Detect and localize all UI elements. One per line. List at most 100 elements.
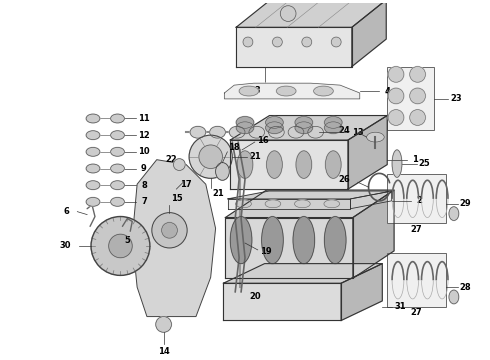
Text: 11: 11 [138, 114, 150, 123]
Text: 3: 3 [255, 86, 261, 95]
Ellipse shape [239, 86, 259, 96]
Ellipse shape [86, 197, 100, 206]
Ellipse shape [230, 217, 252, 264]
Ellipse shape [392, 150, 402, 177]
Text: 15: 15 [172, 194, 183, 203]
Circle shape [243, 37, 253, 47]
Ellipse shape [269, 126, 284, 138]
Circle shape [199, 145, 222, 168]
Polygon shape [225, 217, 353, 278]
Ellipse shape [86, 114, 100, 123]
Polygon shape [352, 0, 386, 67]
Circle shape [109, 234, 132, 258]
Circle shape [91, 217, 150, 275]
Polygon shape [236, 27, 352, 67]
Ellipse shape [388, 110, 404, 125]
Text: 2: 2 [416, 196, 422, 205]
Ellipse shape [410, 88, 425, 104]
Ellipse shape [324, 122, 342, 134]
Bar [387, 174, 446, 224]
Polygon shape [224, 83, 360, 99]
Text: 21: 21 [213, 189, 224, 198]
Polygon shape [228, 191, 392, 199]
Ellipse shape [314, 86, 333, 96]
Ellipse shape [265, 200, 281, 208]
Text: 27: 27 [411, 308, 422, 317]
Text: 29: 29 [460, 199, 471, 208]
Text: 26: 26 [338, 175, 350, 184]
Ellipse shape [295, 117, 313, 128]
Ellipse shape [295, 122, 313, 134]
Ellipse shape [266, 122, 283, 134]
Circle shape [331, 37, 341, 47]
Text: 13: 13 [352, 128, 364, 137]
Circle shape [152, 213, 187, 248]
Ellipse shape [325, 151, 341, 178]
Ellipse shape [388, 88, 404, 104]
Ellipse shape [276, 86, 296, 96]
Ellipse shape [388, 67, 404, 82]
Circle shape [272, 37, 282, 47]
Text: 12: 12 [138, 131, 150, 140]
Text: 23: 23 [450, 94, 462, 103]
Polygon shape [350, 191, 392, 209]
Polygon shape [353, 190, 394, 278]
Ellipse shape [266, 117, 283, 128]
Ellipse shape [410, 110, 425, 125]
Text: 17: 17 [180, 180, 192, 189]
Text: 27: 27 [411, 225, 422, 234]
Ellipse shape [190, 126, 206, 138]
Ellipse shape [86, 164, 100, 173]
Ellipse shape [236, 200, 251, 208]
Ellipse shape [236, 117, 254, 128]
Bar [387, 253, 446, 307]
Polygon shape [223, 283, 341, 320]
Text: 30: 30 [60, 242, 72, 251]
Text: 16: 16 [257, 136, 269, 145]
Polygon shape [223, 264, 382, 283]
Bar [387, 67, 434, 130]
Circle shape [280, 6, 296, 21]
Ellipse shape [86, 131, 100, 140]
Ellipse shape [229, 126, 245, 138]
Text: 31: 31 [394, 302, 406, 311]
Text: 20: 20 [249, 292, 261, 301]
Text: 14: 14 [158, 347, 170, 356]
Circle shape [189, 135, 232, 178]
Ellipse shape [111, 147, 124, 156]
Ellipse shape [293, 217, 315, 264]
Ellipse shape [236, 122, 254, 134]
Text: 8: 8 [141, 181, 147, 190]
Ellipse shape [308, 126, 323, 138]
Circle shape [156, 316, 171, 332]
Circle shape [173, 159, 185, 171]
Text: 25: 25 [418, 159, 430, 168]
Ellipse shape [86, 147, 100, 156]
Ellipse shape [294, 200, 310, 208]
Ellipse shape [449, 207, 459, 220]
Ellipse shape [262, 217, 283, 264]
Text: 10: 10 [138, 147, 150, 156]
Polygon shape [228, 199, 350, 209]
Ellipse shape [237, 151, 253, 178]
Ellipse shape [111, 181, 124, 190]
Ellipse shape [324, 217, 346, 264]
Ellipse shape [410, 67, 425, 82]
Text: 6: 6 [64, 207, 70, 216]
Text: 21: 21 [249, 152, 261, 161]
Polygon shape [348, 116, 387, 189]
Text: 1: 1 [412, 155, 417, 164]
Ellipse shape [296, 151, 312, 178]
Ellipse shape [324, 200, 340, 208]
Circle shape [162, 222, 177, 238]
Polygon shape [230, 140, 348, 189]
Polygon shape [236, 0, 386, 27]
Polygon shape [225, 190, 394, 217]
Ellipse shape [111, 164, 124, 173]
Ellipse shape [111, 197, 124, 206]
Ellipse shape [111, 114, 124, 123]
Text: 22: 22 [166, 155, 177, 164]
Circle shape [302, 37, 312, 47]
Text: 18: 18 [228, 143, 240, 152]
Ellipse shape [367, 132, 384, 142]
